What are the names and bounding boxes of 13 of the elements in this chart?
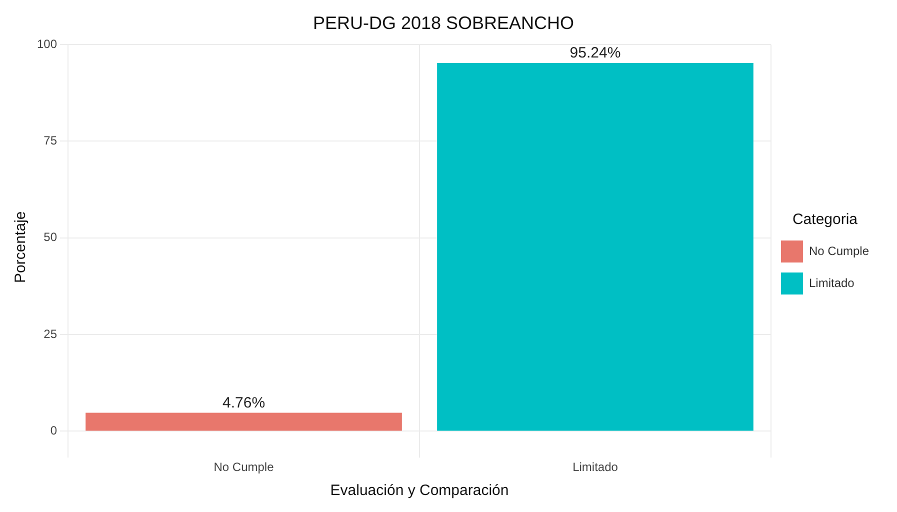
data-label: 4.76% [222,394,266,412]
data-label: 95.24% [570,44,621,62]
y-tick-label: 25 [44,326,58,341]
legend-title: Categoria [792,211,858,228]
y-tick-label: 0 [50,424,58,438]
y-tick-label: 50 [44,230,58,244]
chart-title: PERU-DG 2018 SOBREANCHO [312,12,574,33]
y-tick-label: 100 [36,36,58,51]
y-tick-label: 75 [44,134,58,148]
legend-label: No Cumple [808,244,870,258]
y-axis-title: Porcentaje [12,211,30,283]
legend-label: Limitado [808,276,855,290]
x-axis-title: Evaluación y Comparación [330,482,509,500]
